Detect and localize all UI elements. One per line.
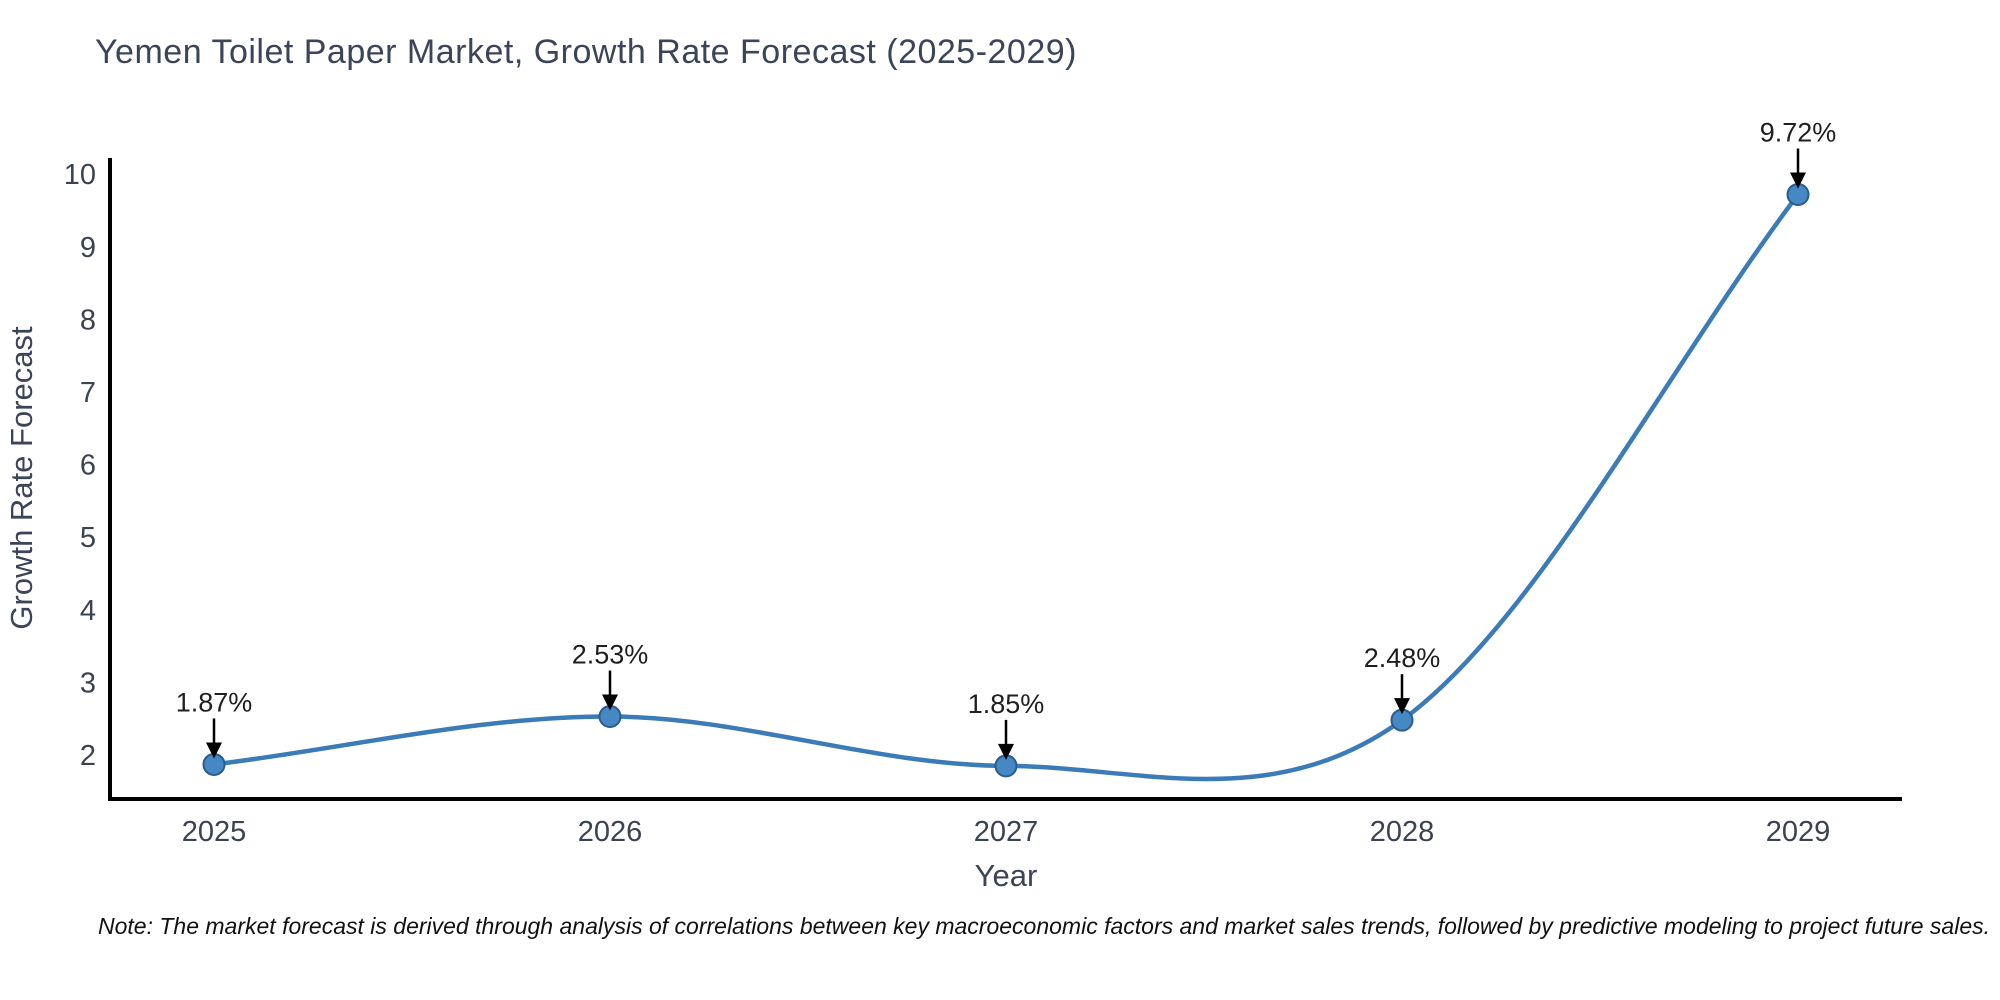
y-tick-label: 3 (80, 667, 96, 699)
annotation-arrowhead-icon (602, 694, 618, 711)
annotation-arrowhead-icon (1394, 698, 1410, 715)
forecast-line (211, 192, 1801, 782)
annotations: 1.87% 2.53% 1.85% 2.48% 9.72% (176, 118, 1837, 760)
footnote: Note: The market forecast is derived thr… (98, 913, 1991, 939)
y-tick-label: 10 (64, 159, 96, 191)
x-tick-label: 2027 (974, 816, 1039, 848)
point-value-label: 2.53% (572, 640, 649, 670)
x-axis-label: Year (974, 858, 1038, 893)
x-tick-label: 2026 (578, 816, 643, 848)
x-tick-label: 2025 (182, 816, 247, 848)
annotation-arrowhead-icon (998, 743, 1014, 760)
y-tick-label: 8 (80, 304, 96, 336)
axes (108, 158, 1902, 801)
annotation-arrowhead-icon (206, 742, 222, 759)
tick-labels: 2 3 4 5 6 7 8 9 10 2025 2026 2027 2028 2029 (64, 159, 1831, 848)
point-value-label: 2.48% (1364, 643, 1441, 673)
y-tick-label: 5 (80, 522, 96, 554)
y-tick-label: 6 (80, 450, 96, 482)
x-tick-label: 2029 (1766, 816, 1831, 848)
y-tick-label: 4 (80, 595, 96, 627)
y-tick-label: 7 (80, 377, 96, 409)
y-tick-label: 9 (80, 232, 96, 264)
x-tick-label: 2028 (1370, 816, 1435, 848)
annotation-arrowhead-icon (1790, 172, 1806, 189)
point-value-label: 1.87% (176, 687, 253, 717)
point-value-label: 9.72% (1760, 118, 1837, 148)
line-series (202, 183, 1810, 782)
y-tick-label: 2 (80, 740, 96, 772)
chart-title: Yemen Toilet Paper Market, Growth Rate F… (95, 33, 1077, 71)
point-value-label: 1.85% (968, 689, 1045, 719)
